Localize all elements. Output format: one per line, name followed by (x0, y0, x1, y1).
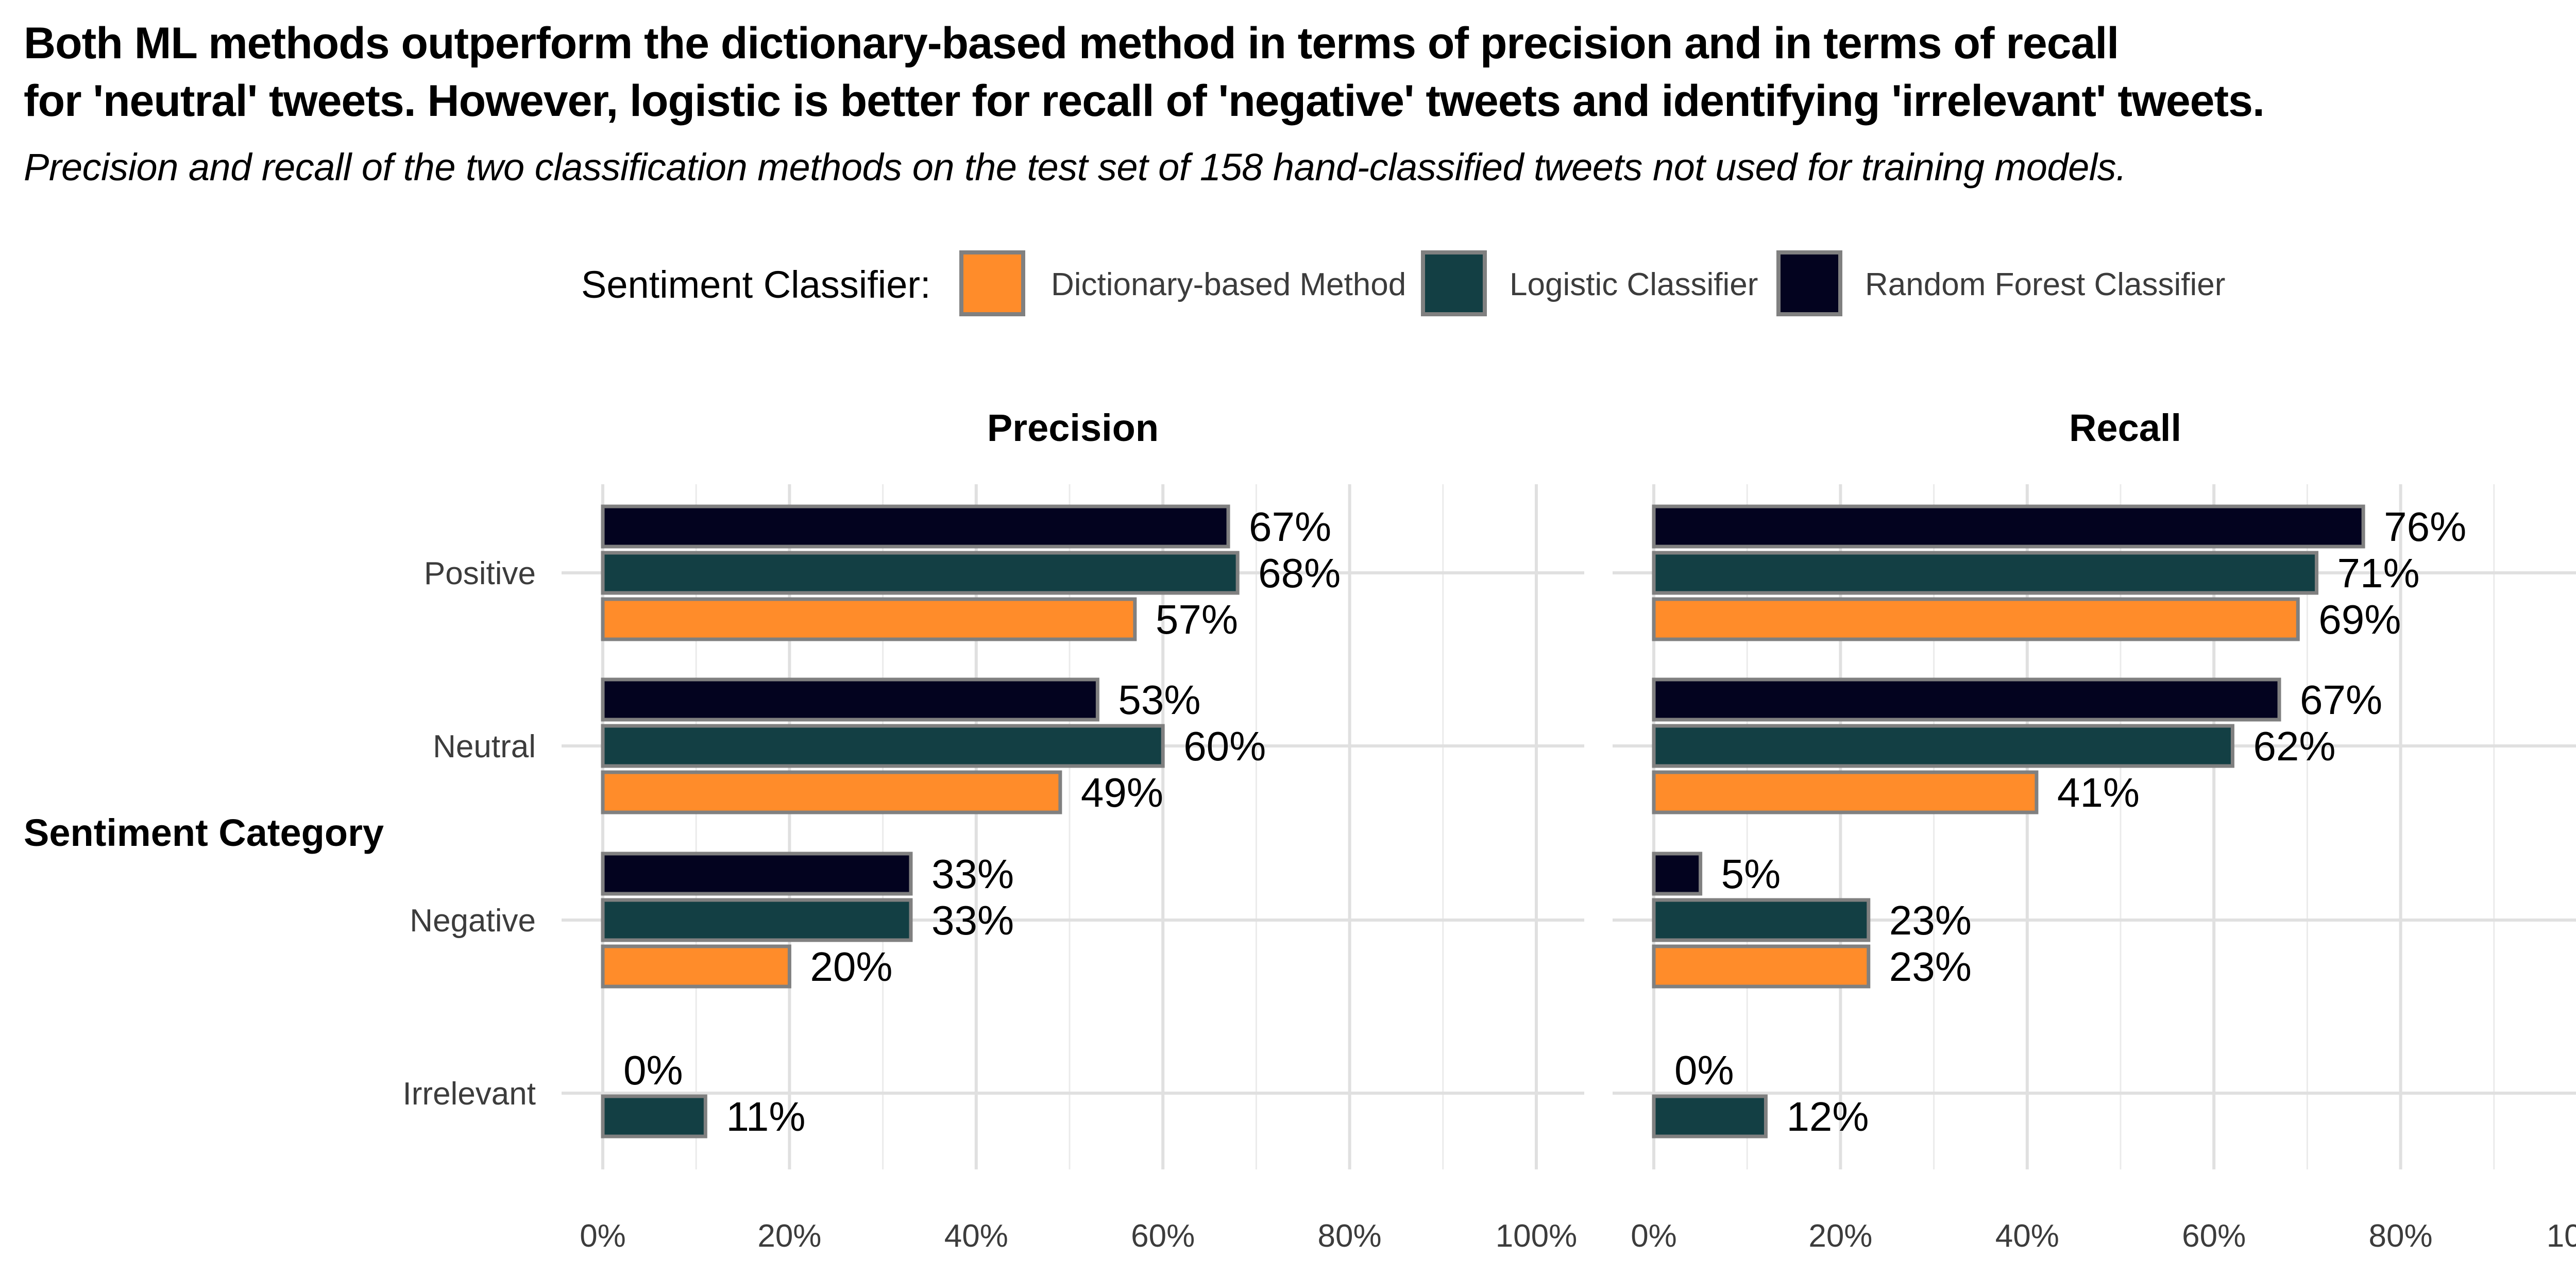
recall-x-tick-label: 80% (2369, 1218, 2433, 1254)
recall-bar-neutral-dictionary-based-method (1652, 770, 2039, 814)
legend-label-random-forest-classifier: Random Forest Classifier (1865, 267, 2225, 302)
recall-bar-irrelevant-logistic-classifier (1652, 1094, 1768, 1138)
legend-key-random-forest-classifier (1776, 250, 1842, 316)
recall-bar-positive-logistic-classifier-label: 71% (2337, 550, 2420, 596)
precision-bar-positive-random-forest-classifier-label: 67% (1249, 504, 1331, 550)
precision-bar-positive-random-forest-classifier (601, 504, 1230, 549)
recall-x-tick-label: 0% (1631, 1218, 1677, 1254)
precision-x-tick-label: 20% (757, 1218, 821, 1254)
precision-bar-negative-random-forest-classifier-label: 33% (931, 851, 1014, 897)
chart-title-line-1: Both ML methods outperform the dictionar… (24, 19, 2119, 68)
precision-x-tick-label: 60% (1131, 1218, 1195, 1254)
chart-subtitle: Precision and recall of the two classifi… (24, 146, 2127, 189)
y-tick-label-irrelevant: Irrelevant (403, 1076, 536, 1112)
precision-bar-positive-logistic-classifier-label: 68% (1258, 550, 1341, 596)
recall-bar-positive-dictionary-based-method-label: 69% (2318, 597, 2401, 642)
recall-bar-positive-logistic-classifier (1652, 551, 2319, 595)
recall-x-tick-label: 20% (1808, 1218, 1872, 1254)
recall-bar-negative-logistic-classifier (1652, 898, 1871, 942)
legend-title: Sentiment Classifier: (581, 263, 931, 306)
precision-x-tick-label: 80% (1318, 1218, 1382, 1254)
recall-bar-neutral-random-forest-classifier-label: 67% (2300, 677, 2382, 723)
recall-bar-positive-random-forest-classifier-label: 76% (2384, 504, 2466, 550)
legend-key-dictionary-based-method (959, 250, 1025, 316)
precision-bar-positive-dictionary-based-method (601, 597, 1137, 641)
precision-bar-neutral-dictionary-based-method-label: 49% (1081, 770, 1163, 815)
precision-bar-neutral-random-forest-classifier-label: 53% (1118, 677, 1200, 723)
recall-bar-neutral-random-forest-classifier (1652, 677, 2281, 722)
chart-title: Both ML methods outperform the dictionar… (24, 14, 2576, 130)
recall-bar-neutral-logistic-classifier (1652, 724, 2234, 768)
precision-panel-title: Precision (987, 406, 1159, 449)
recall-bar-negative-dictionary-based-method-label: 23% (1889, 944, 1972, 990)
y-tick-label-neutral: Neutral (433, 729, 536, 764)
recall-x-tick-label: 40% (1995, 1218, 2059, 1254)
legend-label-logistic-classifier: Logistic Classifier (1510, 267, 1758, 302)
legend-label-dictionary-based-method: Dictionary-based Method (1051, 267, 1406, 302)
precision-bar-irrelevant-logistic-classifier-label: 11% (726, 1094, 805, 1140)
recall-x-tick-label: 60% (2182, 1218, 2246, 1254)
recall-bar-irrelevant-logistic-classifier-label: 12% (1786, 1094, 1869, 1140)
precision-bar-negative-logistic-classifier (601, 898, 913, 942)
chart-title-line-2: for 'neutral' tweets. However, logistic … (24, 76, 2265, 126)
precision-bar-negative-dictionary-based-method (601, 944, 791, 989)
precision-bar-neutral-random-forest-classifier (601, 677, 1099, 722)
recall-bar-negative-random-forest-classifier-label: 5% (1721, 851, 1781, 897)
legend-key-logistic-classifier (1421, 250, 1487, 316)
y-axis-title: Sentiment Category (24, 811, 384, 854)
precision-bar-negative-dictionary-based-method-label: 20% (810, 944, 892, 990)
precision-x-tick-label: 100% (1496, 1218, 1578, 1254)
precision-bar-positive-dictionary-based-method-label: 57% (1156, 597, 1238, 642)
recall-x-tick-label: 100% (2547, 1218, 2576, 1254)
recall-bar-positive-dictionary-based-method (1652, 597, 2300, 641)
y-tick-label-positive: Positive (424, 556, 536, 591)
recall-bar-neutral-dictionary-based-method-label: 41% (2057, 770, 2140, 815)
precision-bar-positive-logistic-classifier (601, 551, 1240, 595)
recall-bar-negative-random-forest-classifier (1652, 852, 1703, 896)
recall-bar-negative-logistic-classifier-label: 23% (1889, 897, 1972, 943)
recall-panel-title: Recall (2069, 406, 2181, 449)
recall-bar-irrelevant-random-forest-classifier-label: 0% (1674, 1047, 1734, 1093)
recall-bar-negative-dictionary-based-method (1652, 944, 1871, 989)
precision-x-tick-label: 0% (580, 1218, 626, 1254)
precision-bar-negative-logistic-classifier-label: 33% (931, 897, 1014, 943)
recall-bar-positive-random-forest-classifier (1652, 504, 2365, 549)
y-tick-label-negative: Negative (410, 903, 536, 939)
precision-bar-neutral-logistic-classifier-label: 60% (1183, 723, 1266, 769)
precision-bar-irrelevant-random-forest-classifier-label: 0% (623, 1047, 683, 1093)
precision-bar-negative-random-forest-classifier (601, 852, 913, 896)
precision-x-tick-label: 40% (944, 1218, 1008, 1254)
precision-bar-irrelevant-logistic-classifier (601, 1094, 707, 1138)
precision-bar-neutral-dictionary-based-method (601, 770, 1062, 814)
recall-bar-neutral-logistic-classifier-label: 62% (2253, 723, 2335, 769)
precision-bar-neutral-logistic-classifier (601, 724, 1165, 768)
